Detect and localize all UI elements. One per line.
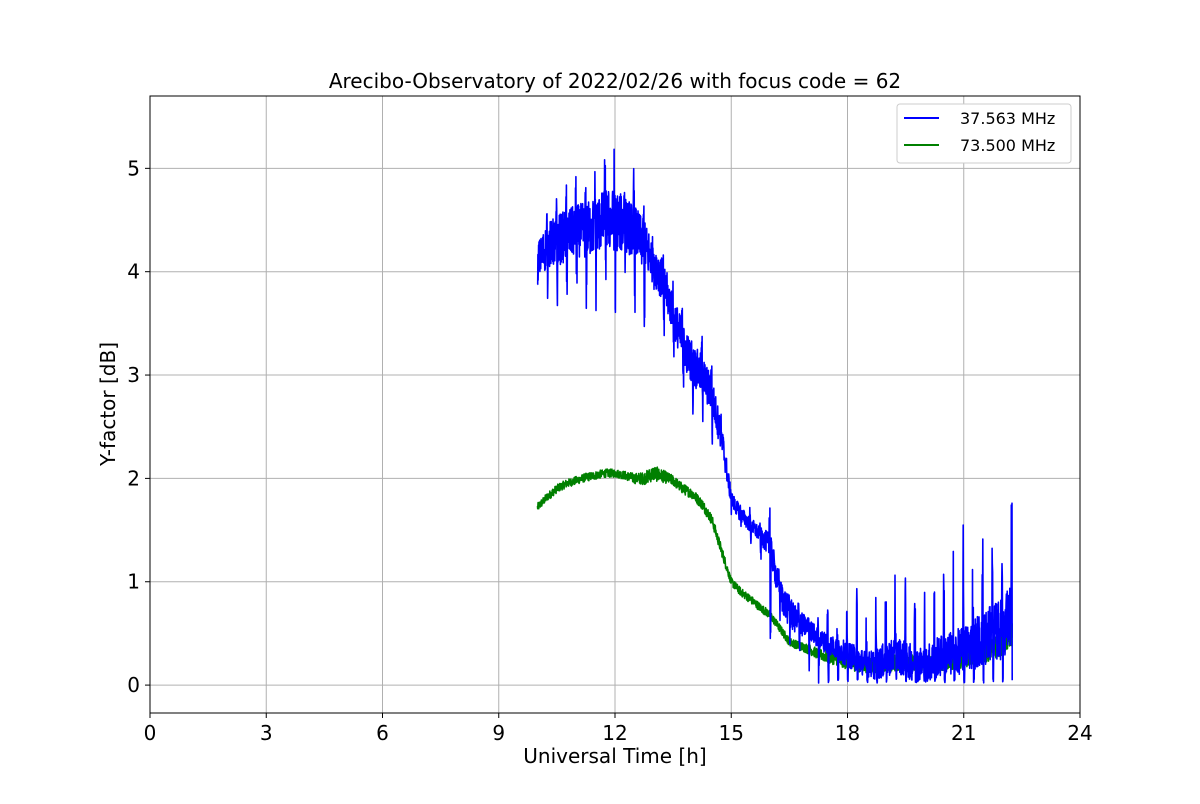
series-line-1 <box>536 148 1014 684</box>
chart-title: Arecibo-Observatory of 2022/02/26 with f… <box>329 69 901 93</box>
x-tick-label: 3 <box>260 721 273 745</box>
x-tick-label: 9 <box>492 721 505 745</box>
y-tick-label: 2 <box>127 466 140 490</box>
series-layer <box>536 148 1014 684</box>
x-tick-label: 12 <box>602 721 627 745</box>
legend-label-series-1: 37.563 MHz <box>960 109 1055 128</box>
y-tick-label: 1 <box>127 570 140 594</box>
y-tick-label: 0 <box>127 673 140 697</box>
y-tick-label: 4 <box>127 260 140 284</box>
y-axis-label: Y-factor [dB] <box>96 342 120 467</box>
x-tick-label: 18 <box>835 721 860 745</box>
x-axis-label: Universal Time [h] <box>523 744 706 768</box>
legend-label-series-2: 73.500 MHz <box>960 136 1055 155</box>
y-tick-label: 5 <box>127 156 140 180</box>
legend: 37.563 MHz 73.500 MHz <box>896 103 1072 164</box>
y-tick-label: 3 <box>127 363 140 387</box>
x-tick-label: 6 <box>376 721 389 745</box>
x-tick-label: 0 <box>144 721 157 745</box>
x-tick-label: 24 <box>1067 721 1092 745</box>
x-tick-label: 15 <box>719 721 744 745</box>
x-tick-label: 21 <box>951 721 976 745</box>
legend-box <box>896 103 1072 164</box>
